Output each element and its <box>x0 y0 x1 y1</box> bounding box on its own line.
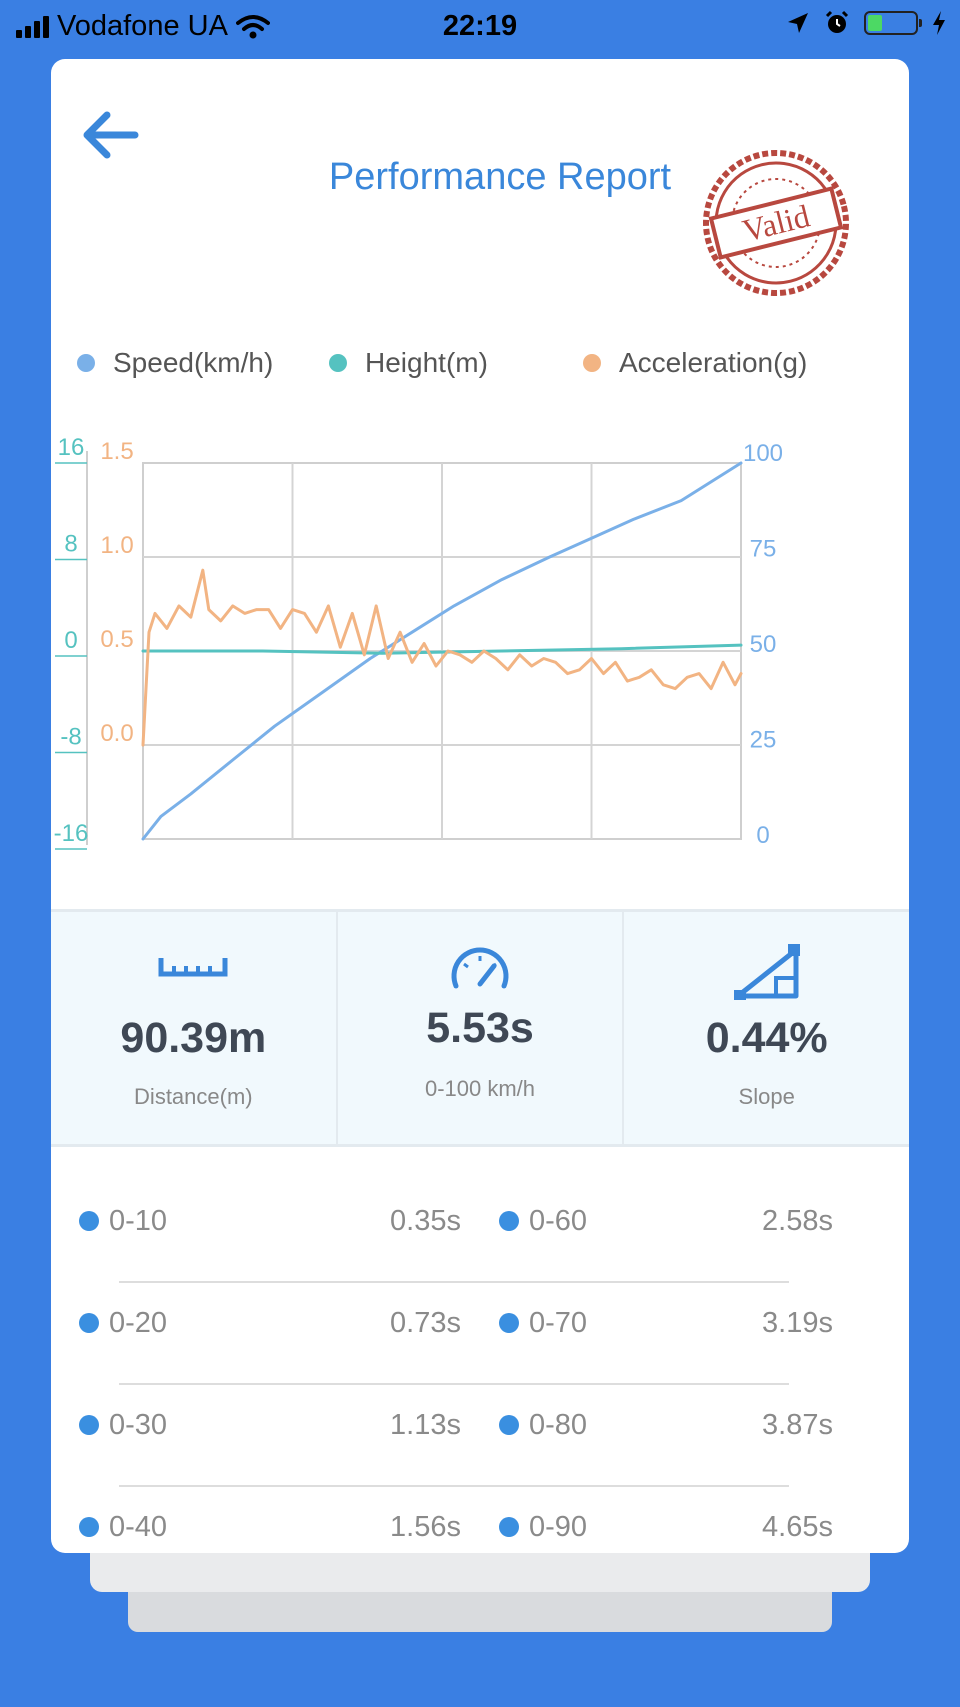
slope-value: 0.44% <box>705 1014 828 1062</box>
bullet-icon <box>499 1211 519 1231</box>
speed-tick-label: 25 <box>750 727 777 754</box>
speed-tick-label: 100 <box>743 440 783 467</box>
bullet-icon <box>79 1211 99 1231</box>
divider <box>119 1485 789 1487</box>
split-range: 0-90 <box>499 1505 587 1549</box>
legend-speed[interactable]: Speed(km/h) <box>77 347 273 379</box>
split-range: 0-30 <box>79 1403 167 1447</box>
legend-height[interactable]: Height(m) <box>329 347 488 379</box>
series-line-speed <box>141 461 743 841</box>
legend-dot <box>583 354 601 372</box>
legend-label: Acceleration(g) <box>619 347 808 378</box>
back-arrow-icon[interactable] <box>75 107 145 163</box>
bullet-icon <box>79 1517 99 1537</box>
performance-chart: 16 8 0 -8 -16 1.5 1.0 0.5 0.0 100 75 50 25 0 <box>54 434 783 850</box>
status-left: Vodafone UA <box>16 10 270 43</box>
split-time: 1.13s <box>390 1409 461 1441</box>
bullet-icon <box>79 1415 99 1435</box>
split-range: 0-40 <box>79 1505 167 1549</box>
legend-acceleration[interactable]: Acceleration(g) <box>583 347 807 379</box>
split-range: 0-60 <box>499 1199 587 1243</box>
distance-label: Distance(m) <box>134 1084 253 1109</box>
carrier-label: Vodafone UA <box>57 10 228 42</box>
status-bar: Vodafone UA 22:19 <box>0 0 960 54</box>
distance-value: 90.39m <box>120 1014 267 1062</box>
bullet-icon <box>79 1313 99 1333</box>
split-time: 0.73s <box>390 1307 461 1339</box>
acceleration-tick-label: 1.0 <box>100 532 133 559</box>
legend-dot <box>329 354 347 372</box>
divider <box>119 1281 789 1283</box>
split-time: 3.87s <box>762 1409 833 1441</box>
ruler-icon <box>158 958 228 977</box>
series-line-height <box>141 643 743 655</box>
split-label: 0-70 <box>529 1306 588 1339</box>
page-title: Performance Report <box>328 156 672 198</box>
bullet-icon <box>499 1415 519 1435</box>
report-card: Performance Report Valid Speed(km/h) Hei… <box>51 59 909 1553</box>
split-label: 0-30 <box>109 1408 168 1441</box>
split-label: 0-80 <box>529 1408 588 1441</box>
speedometer-icon <box>451 947 509 989</box>
list-item: 0-30 1.13s 0-80 3.87s <box>51 1403 909 1505</box>
divider <box>119 1383 789 1385</box>
legend-dot <box>77 354 95 372</box>
legend-label: Speed(km/h) <box>113 347 274 378</box>
split-label: 0-40 <box>109 1510 168 1543</box>
legend-label: Height(m) <box>365 347 488 378</box>
height-tick-label: 0 <box>64 627 77 654</box>
split-time: 0.35s <box>390 1205 461 1237</box>
speed-tick-label: 50 <box>750 631 777 658</box>
status-time: 22:19 <box>442 10 518 42</box>
height-tick-label: 16 <box>58 434 85 461</box>
series-line-acceleration <box>141 568 743 747</box>
chart-legend: Speed(km/h) Height(m) Acceleration(g) <box>51 347 909 387</box>
split-range: 0-80 <box>499 1403 587 1447</box>
split-range: 0-20 <box>79 1301 167 1345</box>
wifi-icon <box>235 14 270 38</box>
split-range: 0-10 <box>79 1199 167 1243</box>
zero-to-100-value: 5.53s <box>426 1004 534 1052</box>
speed-tick-label: 0 <box>756 822 769 849</box>
split-range: 0-70 <box>499 1301 587 1345</box>
speed-tick-label: 75 <box>750 536 777 563</box>
stamp-text: Valid <box>739 197 813 248</box>
list-item: 0-20 0.73s 0-70 3.19s <box>51 1301 909 1403</box>
split-time: 2.58s <box>762 1205 833 1237</box>
charging-icon <box>933 11 945 35</box>
bullet-icon <box>499 1517 519 1537</box>
split-time: 4.65s <box>762 1511 833 1543</box>
split-label: 0-10 <box>109 1204 168 1237</box>
split-label: 0-60 <box>529 1204 588 1237</box>
zero-to-100-label: 0-100 km/h <box>424 1076 536 1101</box>
height-tick-label: -8 <box>60 724 81 751</box>
stat-acceleration-time: 5.53s 0-100 km/h <box>338 912 625 1144</box>
alarm-icon <box>825 10 849 33</box>
battery-icon <box>864 11 922 35</box>
slope-label: Slope <box>738 1084 795 1109</box>
split-times-list: 0-10 0.35s 0-60 2.58s 0-20 0.73s 0-70 3.… <box>51 1199 909 1553</box>
split-time: 3.19s <box>762 1307 833 1339</box>
list-item: 0-40 1.56s 0-90 4.65s <box>51 1505 909 1553</box>
acceleration-tick-label: 1.5 <box>100 438 133 465</box>
split-label: 0-20 <box>109 1306 168 1339</box>
acceleration-tick-label: 0.0 <box>100 720 133 747</box>
stat-distance: 90.39m Distance(m) <box>51 912 338 1144</box>
list-item: 0-10 0.35s 0-60 2.58s <box>51 1199 909 1301</box>
signal-icon <box>16 15 49 38</box>
split-label: 0-90 <box>529 1510 588 1543</box>
valid-stamp: Valid <box>703 150 849 296</box>
acceleration-tick-label: 0.5 <box>100 626 133 653</box>
bullet-icon <box>499 1313 519 1333</box>
location-arrow-icon <box>788 13 808 33</box>
status-right <box>786 10 946 36</box>
stats-panel: 90.39m Distance(m) 5.53s 0-100 km/h <box>51 909 909 1147</box>
split-time: 1.56s <box>390 1511 461 1543</box>
height-tick-label: 8 <box>64 531 77 558</box>
height-tick-label: -16 <box>54 820 89 847</box>
slope-icon <box>733 944 800 1000</box>
stat-slope: 0.44% Slope <box>624 912 909 1144</box>
